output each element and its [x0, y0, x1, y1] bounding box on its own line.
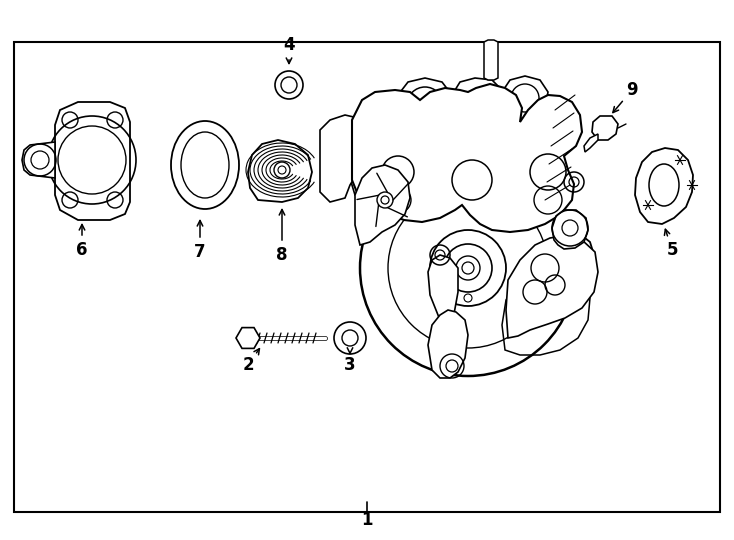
Text: 9: 9	[626, 81, 638, 99]
Polygon shape	[236, 328, 260, 348]
Polygon shape	[635, 148, 693, 224]
Polygon shape	[506, 235, 598, 338]
Text: 5: 5	[666, 241, 677, 259]
Polygon shape	[348, 120, 402, 195]
Polygon shape	[538, 234, 595, 300]
Text: 3: 3	[344, 356, 356, 374]
Text: 2: 2	[242, 356, 254, 374]
Polygon shape	[355, 165, 410, 245]
Ellipse shape	[181, 132, 229, 198]
Polygon shape	[55, 102, 130, 220]
Bar	[14, 42, 720, 512]
Polygon shape	[352, 84, 582, 232]
Polygon shape	[484, 40, 498, 80]
Polygon shape	[22, 142, 55, 178]
Polygon shape	[502, 76, 548, 124]
Text: 6: 6	[76, 241, 88, 259]
Text: 4: 4	[283, 36, 295, 54]
Ellipse shape	[649, 164, 679, 206]
Polygon shape	[398, 78, 452, 140]
Polygon shape	[320, 115, 372, 202]
Polygon shape	[552, 210, 588, 249]
Text: 1: 1	[361, 511, 373, 529]
Polygon shape	[248, 140, 312, 202]
Polygon shape	[428, 310, 468, 378]
Polygon shape	[452, 78, 506, 136]
Polygon shape	[584, 134, 598, 152]
Polygon shape	[592, 116, 618, 140]
Text: 7: 7	[195, 243, 206, 261]
Polygon shape	[502, 264, 590, 355]
Ellipse shape	[171, 121, 239, 209]
Polygon shape	[428, 255, 458, 320]
Text: 8: 8	[276, 246, 288, 264]
